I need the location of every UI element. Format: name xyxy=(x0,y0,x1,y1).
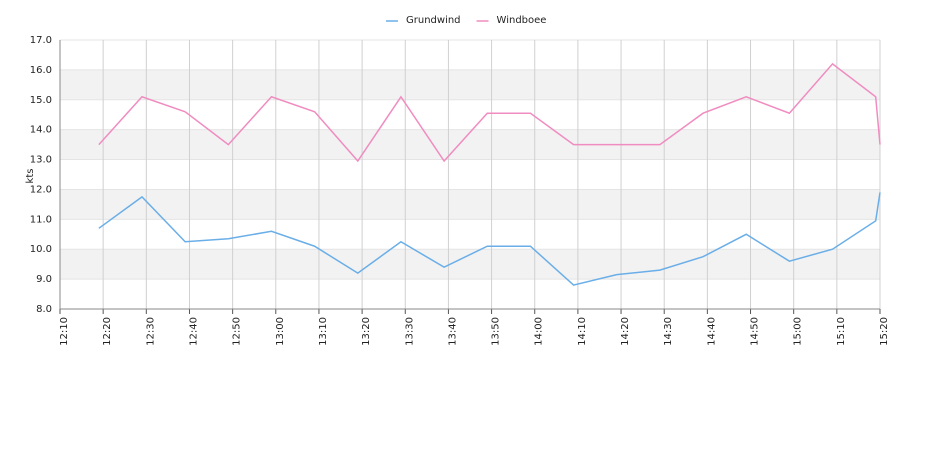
x-tick-label: 13:20 xyxy=(361,317,372,346)
x-tick-label: 13:30 xyxy=(404,317,415,346)
x-tick-label: 15:10 xyxy=(836,317,847,346)
grid-band xyxy=(60,189,880,220)
x-tick-label: 12:40 xyxy=(188,317,199,346)
y-tick-label: 10.0 xyxy=(30,244,52,255)
x-tick-label: 13:50 xyxy=(491,317,502,346)
grid-band xyxy=(60,249,880,280)
x-tick-label: 14:50 xyxy=(750,317,761,346)
legend-label: Grundwind xyxy=(406,15,461,26)
y-tick-label: 11.0 xyxy=(30,214,52,225)
grid-band xyxy=(60,69,880,100)
y-tick-label: 9.0 xyxy=(36,274,52,285)
x-tick-label: 14:20 xyxy=(620,317,631,346)
x-tick-label: 12:30 xyxy=(145,317,156,346)
y-axis-label: kts xyxy=(25,169,36,184)
x-tick-label: 13:40 xyxy=(447,317,458,346)
y-tick-label: 8.0 xyxy=(36,304,52,315)
y-tick-label: 12.0 xyxy=(30,184,52,195)
y-tick-label: 17.0 xyxy=(30,35,52,46)
x-tick-label: 12:50 xyxy=(232,317,243,346)
grid-band xyxy=(60,129,880,160)
series-line xyxy=(98,192,881,286)
y-tick-label: 14.0 xyxy=(30,125,52,136)
x-tick-label: 15:00 xyxy=(793,317,804,346)
x-tick-label: 15:20 xyxy=(879,317,890,346)
x-tick-label: 12:20 xyxy=(102,317,113,346)
x-tick-label: 14:00 xyxy=(534,317,545,346)
x-tick-label: 14:30 xyxy=(663,317,674,346)
y-tick-label: 16.0 xyxy=(30,65,52,76)
series-line xyxy=(98,62,881,163)
legend-label: Windboee xyxy=(497,15,547,26)
x-tick-label: 14:40 xyxy=(706,317,717,346)
y-tick-label: 13.0 xyxy=(30,155,52,166)
x-tick-label: 12:10 xyxy=(59,317,70,346)
x-tick-label: 14:10 xyxy=(577,317,588,346)
x-tick-label: 13:00 xyxy=(275,317,286,346)
x-tick-label: 13:10 xyxy=(318,317,329,346)
y-tick-label: 15.0 xyxy=(30,95,52,106)
